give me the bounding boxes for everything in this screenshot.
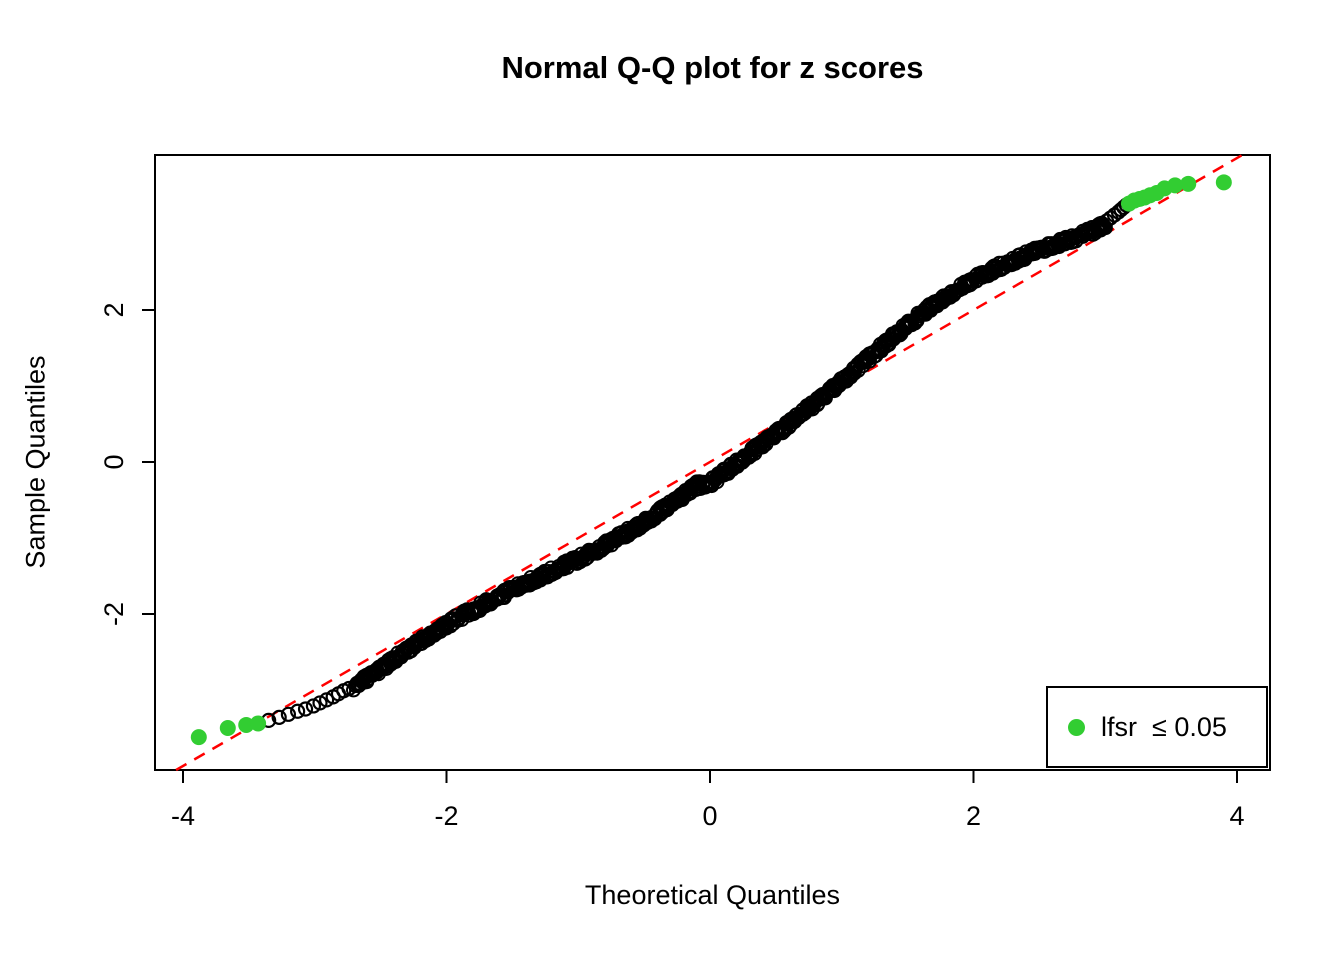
svg-text:0: 0 (99, 454, 129, 469)
legend-label: lfsr ≤ 0.05 (1101, 711, 1227, 742)
chart-title: Normal Q-Q plot for z scores (501, 50, 924, 85)
reference-line (175, 153, 1243, 772)
x-axis: -4 -2 0 2 4 (171, 770, 1245, 831)
legend: lfsr ≤ 0.05 (1046, 686, 1268, 768)
legend-marker-icon (1068, 718, 1085, 736)
svg-text:0: 0 (702, 801, 717, 831)
data-points-band (346, 215, 1113, 698)
svg-text:-4: -4 (171, 801, 195, 831)
svg-text:2: 2 (99, 302, 129, 317)
svg-text:-2: -2 (434, 801, 458, 831)
svg-text:-2: -2 (99, 602, 129, 626)
x-axis-label: Theoretical Quantiles (584, 880, 841, 910)
svg-text:4: 4 (1229, 801, 1244, 831)
y-axis-label: Sample Quantiles (20, 355, 51, 569)
plot-frame (154, 154, 1271, 771)
y-axis: -2 0 2 (99, 302, 155, 626)
svg-text:2: 2 (966, 801, 981, 831)
highlight-points (190, 174, 1232, 746)
